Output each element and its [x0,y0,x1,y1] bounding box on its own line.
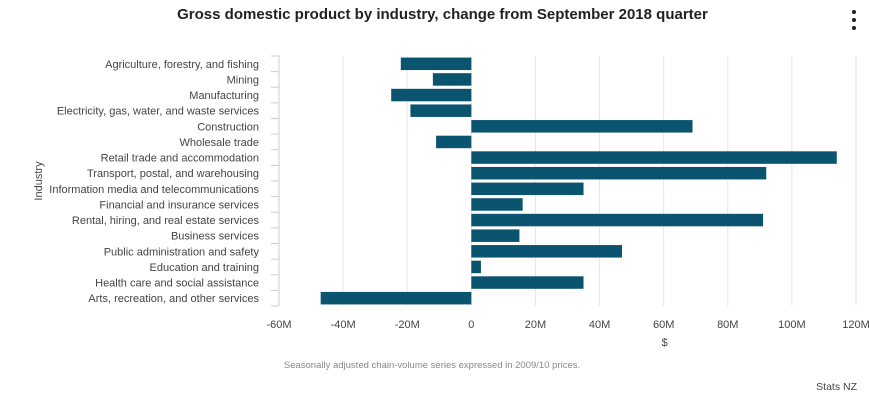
x-tick-label: -20M [395,319,420,331]
category-label: Wholesale trade [180,137,260,149]
bar[interactable] [400,57,472,71]
menu-dot [852,26,856,30]
x-axis-title: $ [662,337,668,349]
bar[interactable] [471,245,622,258]
category-label: Mining [227,74,259,86]
bar[interactable] [471,120,693,133]
category-label: Manufacturing [189,90,259,102]
category-label: Agriculture, forestry, and fishing [105,59,259,71]
category-label: Financial and insurance services [99,199,259,211]
bar[interactable] [391,88,472,102]
category-label: Retail trade and accommodation [101,153,259,165]
x-tick-label: 60M [653,319,674,331]
y-axis-title: Industry [33,161,45,201]
category-label: Health care and social assistance [95,278,259,290]
bar[interactable] [471,213,764,227]
x-tick-label: 40M [589,319,610,331]
category-label: Arts, recreation, and other services [88,293,259,305]
bar[interactable] [432,73,472,86]
x-tick-label: 100M [778,319,806,331]
bar[interactable] [471,276,584,289]
bar[interactable] [471,229,520,242]
bar[interactable] [410,104,472,117]
bar[interactable] [320,291,472,305]
chart-credit[interactable]: Stats NZ [816,381,857,393]
x-tick-label: -40M [331,319,356,331]
x-tick-label: 80M [717,319,738,331]
menu-dot [852,10,856,14]
category-label: Rental, hiring, and real estate services [72,215,260,227]
menu-dot [852,18,856,22]
x-tick-label: 0 [468,319,474,331]
x-tick-label: -60M [266,319,291,331]
x-tick-label: 20M [525,319,546,331]
bar[interactable] [471,166,767,180]
x-tick-label: 120M [842,319,869,331]
bar[interactable] [471,198,523,211]
category-label: Education and training [150,262,259,274]
category-label: Information media and telecommunications [49,184,259,196]
category-label: Business services [171,231,260,243]
category-label: Transport, postal, and warehousing [87,168,259,180]
category-label: Electricity, gas, water, and waste servi… [57,106,260,118]
category-label: Public administration and safety [104,246,260,258]
chart-title: Gross domestic product by industry, chan… [177,6,708,23]
bar[interactable] [471,260,481,274]
bar[interactable] [471,151,837,164]
menu-dots-icon[interactable] [847,10,861,30]
bar[interactable] [436,135,472,149]
bar[interactable] [471,182,584,196]
category-label: Construction [197,121,259,133]
chart-caption: Seasonally adjusted chain-volume series … [283,360,581,371]
